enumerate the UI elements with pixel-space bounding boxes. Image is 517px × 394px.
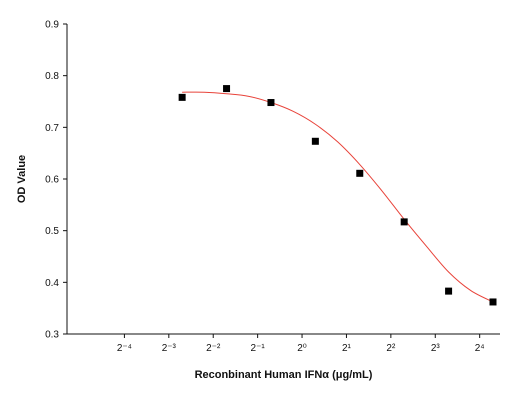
data-point <box>223 85 231 93</box>
x-tick-label: 2³ <box>431 343 441 354</box>
data-points-layer <box>178 85 497 306</box>
fit-curve-layer <box>182 91 494 303</box>
y-tick-label: 0.4 <box>45 278 59 289</box>
y-axis-label: OD Value <box>16 155 28 203</box>
y-ticks: 0.3 0.4 0.5 0.6 0.7 0.8 0.9 <box>45 20 67 341</box>
fit-curve <box>182 91 494 303</box>
x-tick-label: 2⁻³ <box>162 343 177 354</box>
x-tick-label: 2⁰ <box>297 343 307 354</box>
data-point <box>400 218 408 226</box>
data-point <box>356 169 364 177</box>
y-tick-label: 0.8 <box>45 71 59 82</box>
x-tick-label: 2⁻¹ <box>251 343 266 354</box>
x-tick-label: 2¹ <box>342 343 352 354</box>
y-tick-label: 0.5 <box>45 226 59 237</box>
data-point <box>267 99 275 107</box>
x-tick-label: 2⁴ <box>475 343 485 354</box>
x-ticks: 2⁻⁴ 2⁻³ 2⁻² 2⁻¹ 2⁰ 2¹ 2² 2³ 2⁴ <box>117 334 485 354</box>
data-point <box>311 137 319 145</box>
y-tick-label: 0.3 <box>45 330 59 341</box>
y-tick-label: 0.9 <box>45 20 59 31</box>
x-tick-label: 2⁻⁴ <box>117 343 132 354</box>
x-tick-label: 2² <box>386 343 396 354</box>
y-tick-label: 0.6 <box>45 175 59 186</box>
data-point <box>178 93 186 101</box>
x-axis-label: Reconbinant Human IFNα (μg/mL) <box>195 369 373 381</box>
x-tick-label: 2⁻² <box>206 343 221 354</box>
data-point <box>489 298 497 306</box>
y-tick-label: 0.7 <box>45 123 59 134</box>
data-point <box>445 287 453 295</box>
